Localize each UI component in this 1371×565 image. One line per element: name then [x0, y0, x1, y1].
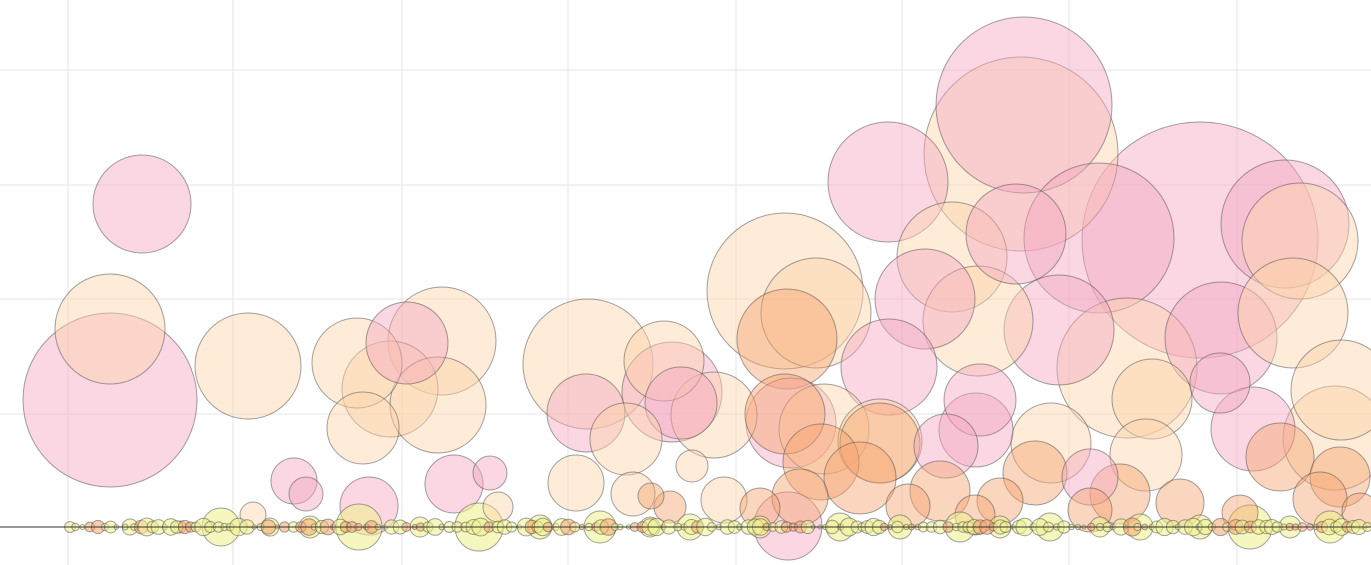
bubble-orange	[736, 288, 838, 390]
bubble-pink	[1220, 159, 1350, 289]
bubble-pink	[546, 373, 626, 453]
bubble-peach	[670, 371, 758, 459]
bubble-pink	[472, 455, 508, 491]
bubble-pink	[365, 301, 449, 385]
bubble-pink	[424, 454, 484, 514]
bubble-peach	[311, 317, 403, 409]
bubble-peach	[547, 454, 605, 512]
bubble-peach	[54, 273, 166, 385]
bubble-peach	[326, 391, 400, 465]
bubble-orange	[1002, 440, 1068, 506]
bubble-peach	[623, 320, 705, 402]
bubble-pink	[1210, 386, 1296, 472]
bubble-pink	[1189, 352, 1251, 414]
bubble-pink	[874, 248, 976, 350]
bubble-peach	[389, 356, 487, 454]
bubble-pink	[644, 366, 718, 440]
bubble-peach	[706, 212, 864, 370]
bubble-peach	[700, 476, 748, 524]
bubble-orange	[823, 441, 897, 515]
bubble-pink	[621, 341, 723, 443]
bubble-orange	[744, 373, 826, 455]
bubble-orange	[1309, 446, 1371, 508]
bubble-peach	[341, 340, 439, 438]
bubble-peach	[589, 402, 663, 476]
bubble-orange	[637, 482, 665, 510]
bubbles	[22, 16, 1371, 561]
bubble-peach	[1241, 182, 1359, 300]
bubble-orange	[1245, 422, 1315, 492]
bubble-orange	[839, 402, 921, 484]
bubble-peach	[1290, 339, 1371, 441]
bubble-peach	[923, 56, 1119, 252]
bubble-peach	[1111, 358, 1193, 440]
bubble-pink	[840, 318, 938, 416]
bubble-pink	[1164, 281, 1278, 395]
bubble-peach	[610, 471, 656, 517]
bubble-pink	[288, 476, 324, 512]
bubble-pink	[913, 413, 979, 479]
bubble-peach	[1109, 418, 1183, 492]
bubble-peach	[482, 491, 514, 523]
bubble-peach	[1237, 257, 1349, 369]
bubble-peach	[194, 312, 302, 420]
bubble-peach	[675, 449, 709, 483]
bubble-pink	[827, 121, 949, 243]
bubble-orange	[782, 423, 860, 501]
bubble-peach	[760, 257, 872, 369]
bubble-pink	[935, 16, 1113, 194]
bubble-peach	[522, 298, 654, 430]
bubble-pink	[1061, 448, 1119, 506]
bubble-orange	[771, 468, 829, 526]
bubble-pink	[1003, 274, 1115, 386]
bubble-pink	[22, 312, 198, 488]
bubble-pink	[965, 183, 1067, 285]
bubble-pink	[938, 392, 1014, 468]
bubble-pink	[92, 154, 192, 254]
